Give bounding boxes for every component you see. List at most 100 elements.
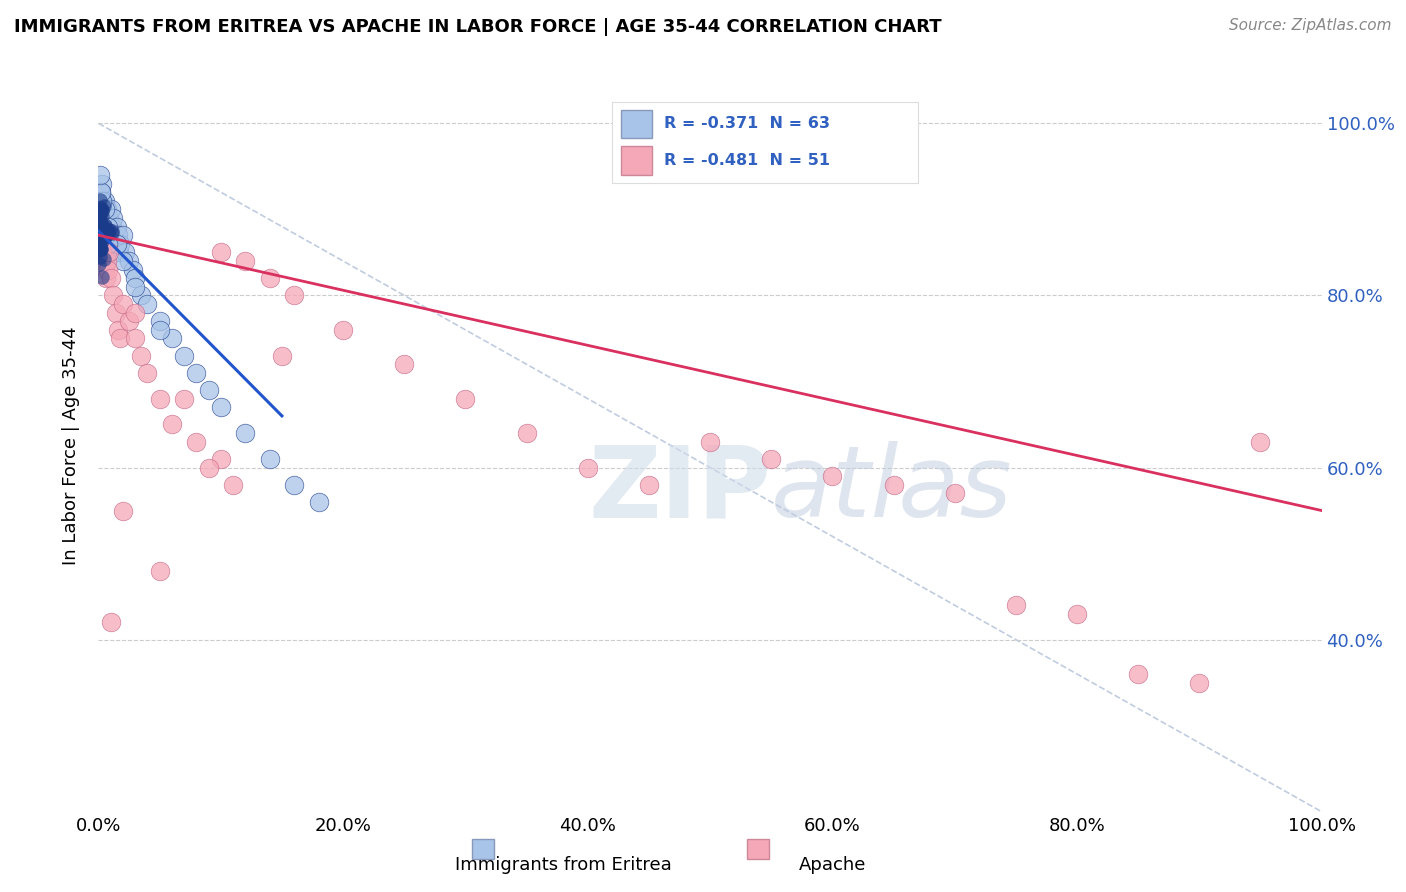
Point [93, 202, 115, 217]
FancyBboxPatch shape [747, 838, 769, 859]
Point [209, 401, 232, 415]
Point [87, 240, 110, 254]
Point [91, 254, 114, 268]
Point [103, 218, 125, 232]
Point [91, 206, 114, 220]
Point [90, 219, 112, 234]
Point [761, 451, 783, 466]
Point [101, 288, 124, 302]
Point [89, 219, 111, 234]
Point [90, 185, 112, 199]
Point [110, 236, 132, 251]
Point [94, 236, 117, 251]
Point [90, 228, 112, 243]
Text: Apache: Apache [799, 855, 866, 873]
Point [283, 477, 305, 491]
Point [100, 615, 122, 630]
Point [100, 202, 122, 217]
Point [89, 243, 111, 257]
Point [1004, 598, 1026, 612]
Point [90, 212, 112, 227]
Point [91, 177, 114, 191]
Point [89, 235, 111, 250]
Point [90, 211, 112, 225]
Point [94, 222, 117, 236]
Point [259, 451, 281, 466]
Point [108, 245, 131, 260]
Point [91, 194, 114, 208]
Point [104, 305, 127, 319]
Point [91, 231, 114, 245]
Point [91, 251, 114, 265]
Point [283, 288, 305, 302]
Point [93, 194, 115, 208]
Point [107, 228, 129, 243]
Point [94, 211, 117, 225]
Point [91, 245, 114, 260]
Point [118, 314, 141, 328]
Point [94, 238, 117, 252]
Point [89, 202, 111, 217]
Point [90, 245, 112, 260]
Point [114, 245, 136, 260]
Point [97, 219, 120, 234]
Point [1066, 607, 1088, 621]
Point [121, 262, 143, 277]
Point [103, 271, 125, 285]
Point [129, 349, 152, 363]
FancyBboxPatch shape [471, 838, 494, 859]
Point [124, 331, 146, 345]
Point [91, 219, 114, 234]
Point [104, 229, 127, 244]
Point [197, 460, 219, 475]
Point [94, 271, 117, 285]
Point [90, 219, 112, 233]
Point [91, 194, 114, 208]
Point [91, 202, 114, 217]
Point [89, 199, 111, 213]
Point [883, 477, 905, 491]
Point [90, 223, 112, 237]
Point [173, 349, 195, 363]
Point [89, 225, 111, 239]
Point [101, 211, 124, 225]
Point [186, 366, 208, 380]
Point [100, 202, 122, 216]
Point [124, 271, 146, 285]
Point [105, 236, 128, 251]
Point [97, 262, 120, 277]
Point [91, 219, 114, 234]
Point [160, 417, 183, 432]
Point [149, 314, 172, 328]
Point [91, 233, 114, 247]
Point [197, 383, 219, 397]
Point [101, 219, 124, 234]
Point [90, 185, 112, 199]
Point [173, 392, 195, 406]
Point [308, 495, 330, 509]
Point [110, 331, 132, 345]
Point [87, 200, 110, 214]
Point [1249, 434, 1271, 449]
Point [89, 211, 111, 225]
Point [1188, 675, 1211, 690]
Point [100, 271, 122, 285]
Point [98, 245, 121, 260]
Point [93, 235, 115, 250]
Point [576, 460, 599, 475]
Point [270, 349, 294, 363]
Point [98, 236, 121, 251]
Point [105, 219, 128, 234]
Point [104, 236, 127, 251]
Point [111, 297, 134, 311]
Point [149, 564, 172, 578]
Point [392, 357, 416, 371]
Point [89, 219, 111, 234]
Point [90, 236, 112, 251]
Point [103, 228, 125, 243]
Point [94, 228, 117, 243]
Point [91, 245, 114, 260]
Point [89, 226, 111, 240]
Point [98, 244, 121, 259]
Point [97, 245, 120, 260]
